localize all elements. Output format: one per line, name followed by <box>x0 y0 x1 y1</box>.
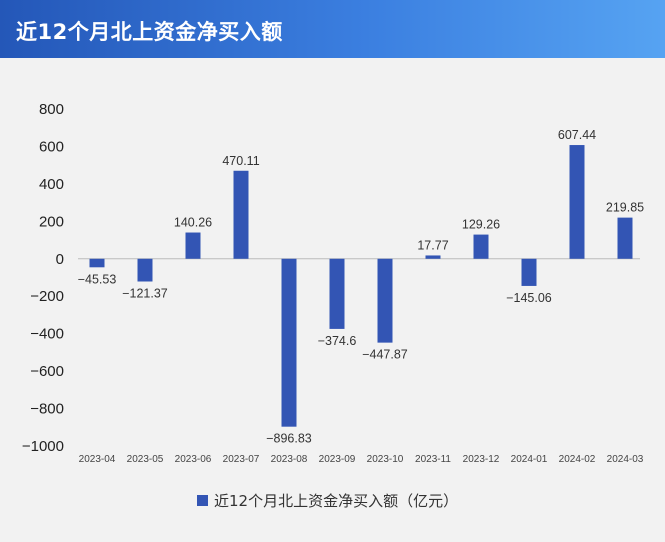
y-tick-label: −1000 <box>22 438 64 455</box>
x-tick-label: 2023-11 <box>415 454 451 465</box>
x-axis: 2023-04 2023-05 2023-06 2023-07 2023-08 2023-… <box>79 454 644 465</box>
y-tick-label: −800 <box>30 401 64 418</box>
bar <box>617 217 633 259</box>
y-axis: 800 600 400 200 0 −200 −400 −600 −800 −1000 <box>22 101 64 455</box>
data-label: 17.77 <box>417 238 448 252</box>
y-tick-label: 600 <box>39 138 64 155</box>
data-label: 129.26 <box>462 218 500 232</box>
y-tick-label: −200 <box>30 288 64 305</box>
bar <box>233 170 249 259</box>
data-label: 140.26 <box>174 216 212 230</box>
y-tick-label: −600 <box>30 363 64 380</box>
x-tick-label: 2023-09 <box>319 454 356 465</box>
legend: 近12个月北上资金净买入额（亿元） <box>197 492 458 510</box>
bar <box>377 258 393 343</box>
chart-header: 近12个月北上资金净买入额 <box>0 0 665 58</box>
y-tick-label: 200 <box>39 213 64 230</box>
x-tick-label: 2023-07 <box>223 454 260 465</box>
data-label: −145.06 <box>506 291 552 305</box>
bar <box>137 258 153 282</box>
data-label: −45.53 <box>78 272 117 286</box>
x-tick-label: 2024-03 <box>607 454 644 465</box>
y-tick-label: −400 <box>30 326 64 343</box>
x-tick-label: 2023-04 <box>79 454 116 465</box>
x-tick-label: 2024-02 <box>559 454 596 465</box>
data-label: −896.83 <box>266 432 312 446</box>
bar <box>329 258 345 329</box>
legend-swatch <box>197 495 208 506</box>
chart-title: 近12个月北上资金净买入额 <box>16 20 283 44</box>
data-label: 607.44 <box>558 128 596 142</box>
x-tick-label: 2023-12 <box>463 454 500 465</box>
bar <box>473 234 489 259</box>
bar <box>521 258 537 286</box>
bar-series <box>89 145 633 427</box>
data-label: −121.37 <box>122 287 168 301</box>
x-tick-label: 2023-06 <box>175 454 212 465</box>
y-tick-label: 400 <box>39 176 64 193</box>
bar <box>425 255 441 259</box>
x-tick-label: 2023-10 <box>367 454 404 465</box>
y-tick-label: 0 <box>56 251 64 268</box>
x-tick-label: 2024-01 <box>511 454 548 465</box>
x-tick-label: 2023-05 <box>127 454 164 465</box>
x-tick-label: 2023-08 <box>271 454 308 465</box>
bar <box>89 258 105 268</box>
bar <box>569 145 585 259</box>
data-label: −447.87 <box>362 348 408 362</box>
data-label: −374.6 <box>318 334 357 348</box>
bar <box>281 258 297 427</box>
y-tick-label: 800 <box>39 101 64 118</box>
data-labels: −45.53 −121.37 140.26 470.11 −896.83 −374.6 −4… <box>78 128 644 446</box>
legend-label: 近12个月北上资金净买入额（亿元） <box>214 492 458 510</box>
bar <box>185 232 201 259</box>
data-label: 219.85 <box>606 201 644 215</box>
data-label: 470.11 <box>222 154 259 168</box>
